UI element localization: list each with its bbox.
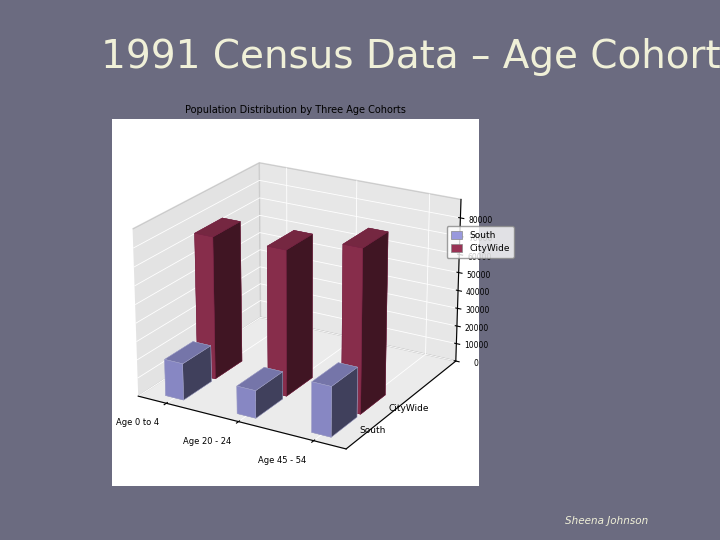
Legend: South, CityWide: South, CityWide	[446, 226, 514, 258]
Text: 1991 Census Data – Age Cohorts: 1991 Census Data – Age Cohorts	[101, 38, 720, 76]
Title: Population Distribution by Three Age Cohorts: Population Distribution by Three Age Coh…	[185, 105, 405, 115]
Text: Sheena Johnson: Sheena Johnson	[564, 516, 648, 526]
